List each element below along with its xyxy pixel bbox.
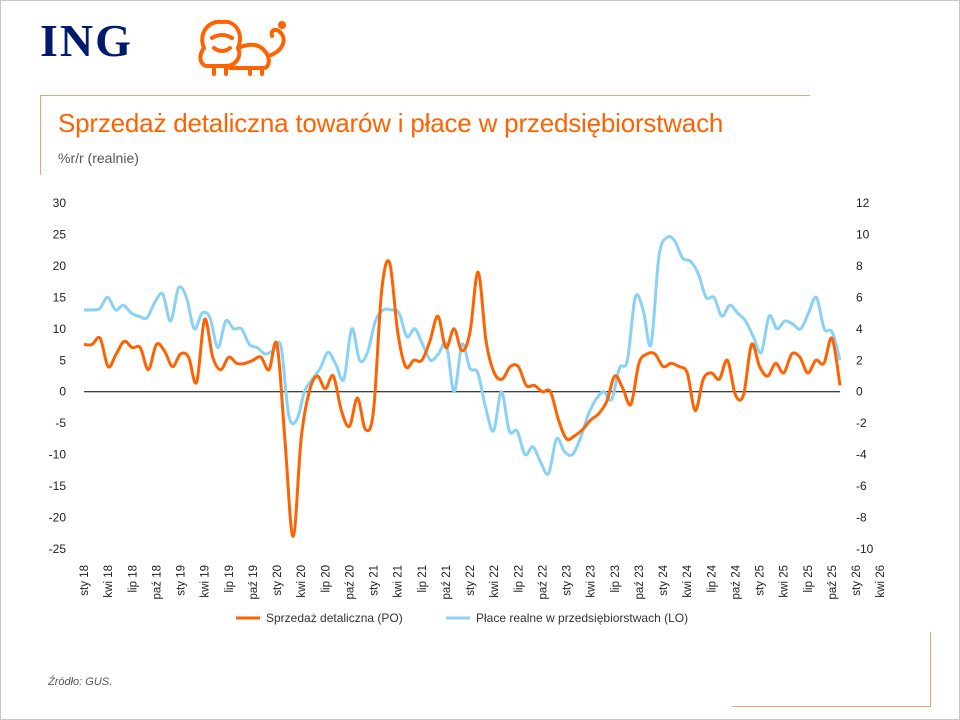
frame-left-line: [40, 95, 41, 175]
left-tick-label: 20: [53, 259, 67, 273]
ing-logo: ING: [40, 14, 286, 76]
chart-title: Sprzedaż detaliczna towarów i płace w pr…: [58, 108, 724, 138]
legend: Sprzedaż detaliczna (PO) Płace realne w p…: [236, 611, 688, 625]
x-tick-label: paź 24: [730, 564, 742, 599]
x-tick-label: sty 19: [176, 565, 188, 596]
left-tick-label: 30: [53, 196, 67, 210]
right-tick-label: 4: [856, 322, 863, 336]
x-tick-label: kwi 25: [779, 565, 791, 598]
right-tick-label: -10: [856, 542, 874, 556]
x-tick-label: sty 25: [755, 565, 767, 596]
chart-subtitle: %r/r (realnie): [58, 150, 139, 166]
x-tick-label: sty 24: [658, 564, 670, 595]
x-tick-label: kwi 20: [296, 565, 308, 598]
left-tick-label: 5: [59, 353, 66, 367]
left-tick-label: -20: [49, 511, 67, 525]
x-tick-label: paź 21: [441, 565, 453, 600]
right-axis-ticks: 12 10 8 6 4 2 0 -2 -4 -6 -8 -10: [856, 196, 874, 556]
x-tick-label: sty 22: [465, 565, 477, 596]
right-tick-label: 10: [856, 227, 870, 241]
right-tick-label: -4: [856, 448, 867, 462]
x-tick-label: kwi 22: [489, 565, 501, 598]
logo-wordmark: ING: [40, 15, 133, 66]
x-tick-label: lip 24: [706, 564, 718, 592]
left-tick-label: 25: [53, 227, 67, 241]
right-tick-label: 6: [856, 290, 863, 304]
lion-icon: [198, 19, 286, 76]
x-tick-label: lip 21: [417, 565, 429, 593]
source-note: Źródło: GUS.: [48, 676, 113, 688]
series-line-real-wages: [83, 235, 842, 476]
x-tick-label: paź 25: [827, 565, 839, 600]
x-axis-ticks: sty 18 kwi 18 lip 18 paź 18 sty 19 kwi 19 lip …: [79, 564, 887, 599]
right-tick-label: 2: [856, 353, 863, 367]
x-tick-label: paź 19: [248, 565, 260, 600]
legend-real-wages-label: Płace realne w przedsiębiorstwach (LO): [476, 611, 688, 625]
x-tick-label: kwi 21: [393, 565, 405, 598]
x-tick-label: sty 26: [851, 565, 863, 596]
left-tick-label: 0: [59, 385, 66, 399]
x-tick-label: kwi 26: [875, 565, 887, 598]
left-tick-label: 10: [53, 322, 67, 336]
left-axis-ticks: 30 25 20 15 10 5 0 -5 -10 -15 -20 -25: [49, 196, 67, 556]
x-tick-label: paź 18: [151, 565, 163, 600]
right-tick-label: -2: [856, 416, 867, 430]
frame-bottom-right-vertical: [930, 632, 931, 706]
x-tick-label: paź 20: [344, 565, 356, 600]
legend-retail-sales-label: Sprzedaż detaliczna (PO): [266, 611, 403, 625]
x-tick-label: lip 22: [513, 565, 525, 593]
series-lines: [83, 235, 842, 538]
x-tick-label: kwi 24: [682, 564, 694, 597]
left-tick-label: -15: [49, 479, 67, 493]
right-tick-label: 0: [856, 385, 863, 399]
left-tick-label: -25: [49, 542, 67, 556]
right-tick-label: -6: [856, 479, 867, 493]
x-tick-label: sty 18: [79, 565, 91, 596]
x-tick-label: kwi 19: [200, 565, 212, 598]
right-tick-label: 8: [856, 259, 863, 273]
left-tick-label: 15: [53, 290, 67, 304]
x-tick-label: sty 20: [272, 565, 284, 596]
right-tick-label: -8: [856, 511, 867, 525]
left-tick-label: -10: [49, 448, 67, 462]
x-tick-label: lip 25: [803, 565, 815, 593]
right-tick-label: 12: [856, 196, 870, 210]
x-tick-label: paź 22: [537, 565, 549, 600]
frame-top-line: [40, 95, 810, 96]
x-tick-label: lip 20: [320, 565, 332, 593]
frame-bottom-right-horizontal: [732, 706, 931, 707]
x-tick-label: lip 23: [610, 565, 622, 593]
x-tick-label: paź 23: [634, 565, 646, 600]
x-tick-label: lip 18: [127, 565, 139, 593]
x-tick-label: sty 21: [369, 565, 381, 596]
x-tick-label: kwi 18: [103, 565, 115, 598]
x-tick-label: sty 23: [562, 565, 574, 596]
series-line-retail-sales: [83, 259, 842, 538]
x-tick-label: kwi 23: [586, 565, 598, 598]
x-tick-label: lip 19: [224, 565, 236, 593]
left-tick-label: -5: [55, 416, 66, 430]
